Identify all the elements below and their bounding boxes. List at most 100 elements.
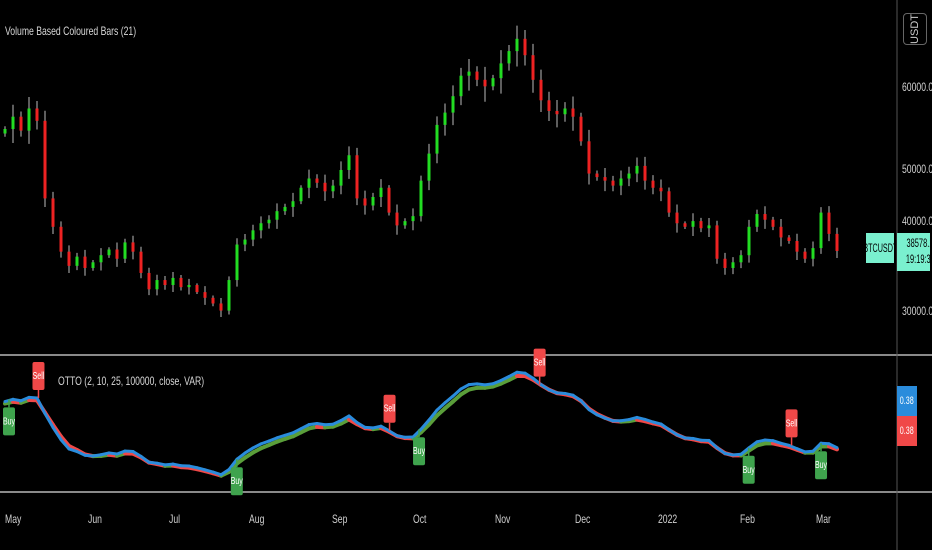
buy-signal[interactable]: Buy	[3, 399, 16, 436]
sell-signal[interactable]: Sell	[32, 361, 45, 398]
otto-line-segment	[355, 421, 367, 429]
otto-line-segment	[291, 427, 303, 435]
otto-line-segment	[131, 450, 143, 458]
candle-body	[75, 256, 79, 266]
signal-label-text: Sell	[33, 370, 45, 382]
candle-body	[507, 51, 511, 64]
signal-label-box	[230, 467, 243, 496]
otto-line-segment	[659, 422, 671, 432]
otto-line-segment	[43, 412, 55, 429]
candle-body	[835, 233, 839, 251]
candle-body	[699, 221, 703, 229]
candle-body	[443, 112, 447, 125]
candle-body	[715, 225, 719, 259]
candle-body	[707, 225, 711, 229]
candle-body	[475, 71, 479, 80]
candle-body	[771, 219, 775, 227]
candle-body	[291, 201, 295, 207]
candle-body	[515, 38, 519, 52]
otto-signals: Buy Sell Buy Sell Buy Sell Buy Sell Buy	[3, 348, 828, 496]
candle-body	[403, 221, 407, 226]
candle-body	[683, 223, 687, 227]
time-tick-label: Oct	[413, 512, 427, 526]
otto-line-segment	[219, 467, 231, 477]
buy-signal[interactable]: Buy	[230, 459, 244, 496]
buy-signal[interactable]: Buy	[413, 429, 426, 466]
price-tick-label: 60000.00	[902, 80, 932, 94]
candle-body	[691, 221, 695, 227]
candle-body	[531, 55, 535, 80]
otto-indicator-legend[interactable]: OTTO (2, 10, 25, 100000, close, VAR)	[58, 374, 205, 388]
candle-body	[307, 178, 311, 188]
time-tick-label: Feb	[740, 512, 755, 526]
otto-line-segment	[51, 425, 63, 442]
main-indicator-legend[interactable]: Volume Based Coloured Bars (21)	[5, 24, 137, 38]
otto-line-segment	[451, 387, 463, 398]
otto-support-segment	[59, 434, 71, 448]
signal-label-box	[3, 407, 15, 436]
candle-body	[347, 155, 351, 170]
candle-body	[579, 116, 583, 142]
candle-body	[259, 223, 263, 231]
otto-line-segment	[387, 429, 399, 438]
candle-body	[395, 212, 399, 226]
candle-body	[19, 116, 23, 131]
signal-label-text: Sell	[534, 356, 546, 368]
candle-body	[339, 170, 343, 186]
currency-button[interactable]: USDT	[903, 13, 927, 45]
otto-line-segment	[419, 418, 431, 431]
buy-signal[interactable]: Buy	[743, 447, 756, 484]
candle-body	[603, 177, 607, 181]
candle-body	[571, 108, 575, 117]
candle-body	[755, 214, 759, 227]
candle-body	[99, 255, 103, 263]
sell-signal[interactable]: Sell	[785, 409, 798, 446]
candle-body	[115, 249, 119, 259]
candle-body	[779, 226, 783, 238]
sell-signal[interactable]: Sell	[533, 348, 546, 385]
candle-body	[203, 292, 207, 298]
otto-line-segment	[523, 371, 535, 380]
bar-countdown: 19:19:38	[905, 252, 930, 266]
candle-body	[331, 185, 335, 192]
candle-body	[59, 226, 63, 252]
otto-line-segment	[59, 438, 71, 451]
time-tick-label: Sep	[332, 512, 348, 526]
otto-support-segment	[427, 413, 439, 427]
time-tick-label: Nov	[495, 512, 511, 526]
candle-body	[803, 251, 807, 259]
candle-body	[563, 108, 567, 115]
otto-line-segment	[507, 370, 519, 379]
candle-body	[675, 212, 679, 224]
otto-line-segment	[379, 424, 391, 433]
candle-body	[435, 124, 439, 154]
sell-signal[interactable]: Sell	[383, 394, 396, 431]
candle-body	[243, 239, 247, 245]
candle-body	[315, 178, 319, 183]
signal-label-text: Buy	[413, 445, 426, 457]
candle-body	[451, 96, 455, 113]
last-price: 38578.13	[906, 236, 930, 250]
time-tick-label: Jul	[169, 512, 181, 526]
candle-body	[427, 153, 431, 181]
signal-label-box	[815, 451, 828, 480]
candle-body	[107, 249, 111, 256]
otto-line-segment	[243, 446, 255, 455]
otto-lines	[3, 370, 839, 478]
symbol-tag: BTCUSDT	[866, 233, 894, 263]
candle-body	[539, 79, 543, 101]
otto-line-segment	[443, 394, 455, 405]
otto-line-segment	[435, 401, 447, 412]
candle-body	[91, 262, 95, 268]
signal-label-text: Buy	[815, 459, 828, 471]
time-tick-label: 2022	[658, 512, 678, 526]
candle-body	[171, 277, 175, 286]
candle-body	[27, 108, 31, 131]
otto-line-segment	[571, 393, 583, 403]
otto-line-segment	[427, 408, 439, 422]
price-tick-label: 40000.00	[902, 214, 932, 228]
candle-body	[163, 280, 167, 286]
buy-signal[interactable]: Buy	[815, 443, 828, 480]
otto-line-segment	[347, 414, 359, 425]
